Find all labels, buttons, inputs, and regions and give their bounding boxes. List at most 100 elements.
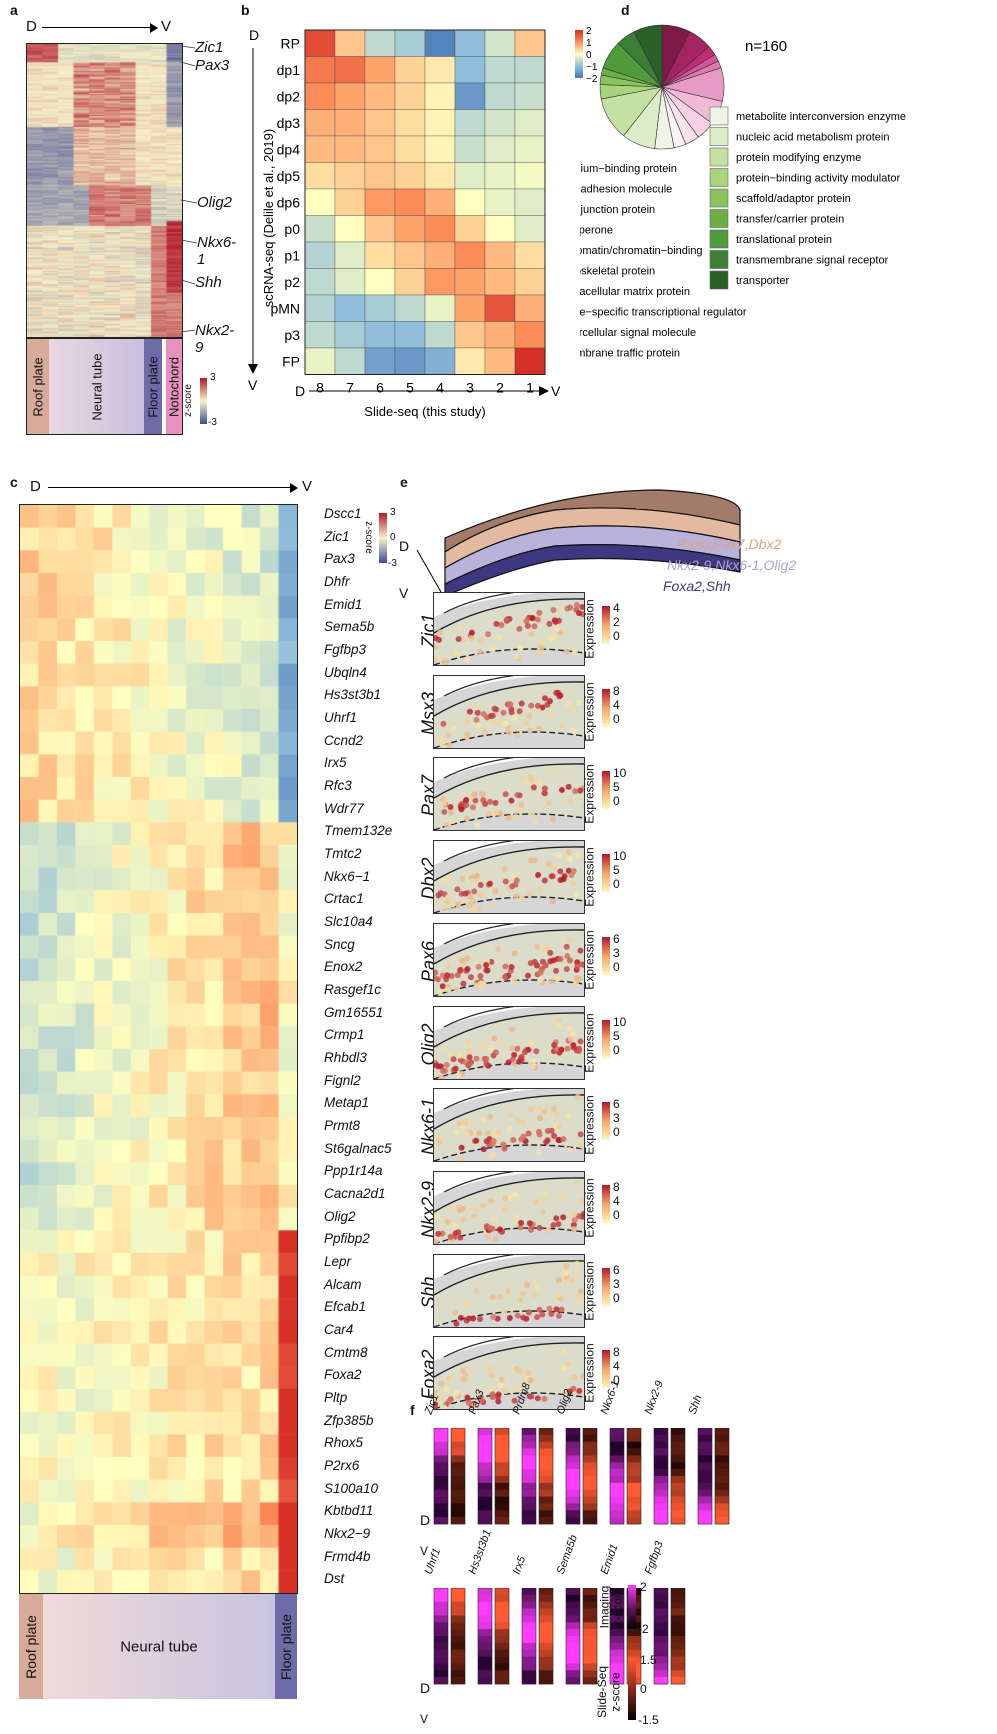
row-label: p3 xyxy=(284,327,300,343)
expression-row: Foxa2 8 4 0 Expression xyxy=(405,1336,997,1416)
heatmap-cell xyxy=(364,109,396,137)
colorbar-title: Expression xyxy=(582,847,597,907)
expression-row: Zic1 4 2 0 Expression xyxy=(405,592,997,672)
colorbar-tick: 4 xyxy=(613,1193,620,1208)
expression-colorbar xyxy=(602,1267,610,1306)
expression-row: Shh 6 3 0 Expression xyxy=(405,1253,997,1334)
y-axis-start: D xyxy=(249,27,259,43)
gene-label: Nkx2-9 xyxy=(195,322,235,356)
gene-label: Ubqln4 xyxy=(324,664,367,680)
row-label: dp4 xyxy=(277,141,301,157)
heatmap-cell xyxy=(394,321,426,349)
heatmap-cell xyxy=(364,215,396,243)
axis-arrow xyxy=(48,487,293,488)
legend-swatch xyxy=(709,270,729,290)
colorbar-tick: 4 xyxy=(613,697,620,712)
axis-start-label: D xyxy=(399,538,410,554)
heatmap-cell xyxy=(364,56,396,84)
heatmap-cell xyxy=(304,56,336,84)
legend-swatch xyxy=(709,250,729,269)
colorbar-tick: 6 xyxy=(613,931,620,946)
gene-label: Cacna2d1 xyxy=(324,1186,386,1201)
heatmap-cell xyxy=(514,215,546,243)
colorbar-tick: 8 xyxy=(613,683,620,698)
heatmap-cell xyxy=(454,241,486,269)
region-label: Roof plate xyxy=(23,1614,39,1679)
legend-label: protein−binding activity modulator xyxy=(736,173,901,185)
colorbar-title: Expression xyxy=(582,1095,597,1155)
gene-label: Lepr xyxy=(324,1254,352,1269)
gene-label: Efcab1 xyxy=(324,1299,367,1315)
expression-strip xyxy=(697,1428,730,1525)
colorbar-tick: 0 xyxy=(613,794,620,809)
col-label: 3 xyxy=(466,380,474,396)
panel-a: D V Zic1 Pax3 Olig2 Nkx6-1 Shh Nkx2-9 Ro… xyxy=(0,0,236,450)
colorbar-title: Expression xyxy=(582,1178,597,1238)
expression-strip xyxy=(653,1428,686,1525)
heatmap-cell xyxy=(364,82,396,110)
slideseq-colorbar xyxy=(628,1658,636,1720)
col-label: 6 xyxy=(376,380,384,396)
legend-swatch xyxy=(709,106,729,126)
schematic-label: Nkx2-9,Nkx6-1,Olig2 xyxy=(667,557,797,573)
axis-start-label: D xyxy=(420,1680,431,1696)
heatmap-cell xyxy=(394,347,426,375)
heatmap-cell xyxy=(304,82,336,110)
row-label: RP xyxy=(281,35,300,51)
gene-label: Olig2 xyxy=(324,1208,356,1224)
panel-f-bottom-row: Uhrf1 Hs3st3b1 Irx5 Sema5b Emid1 Fgfbp3 xyxy=(400,1528,997,1734)
pie-slice xyxy=(633,24,663,88)
heatmap-cell xyxy=(424,56,456,84)
arrow-head-icon xyxy=(539,386,549,396)
axis-start-label: D xyxy=(26,18,37,35)
heatmap-cell xyxy=(304,188,336,216)
colorbar-title: Slide-Seq xyxy=(595,1665,610,1719)
colorbar-max: 2 xyxy=(640,1580,647,1594)
row-label: dp5 xyxy=(277,168,301,184)
axis-arrow xyxy=(42,27,154,28)
region-roof-plate: Roof plate xyxy=(27,339,49,434)
neural-tube-schematic xyxy=(416,489,741,597)
gene-label: St6galnac5 xyxy=(324,1140,392,1156)
region-label: Floor plate xyxy=(145,355,161,418)
gene-label: Nkx2−9 xyxy=(324,1526,371,1541)
expression-strip xyxy=(653,1588,686,1685)
heatmap-cell xyxy=(304,109,336,137)
heatmap-cell xyxy=(514,109,546,137)
gene-label: Crtac1 xyxy=(324,891,364,907)
gene-label: Car4 xyxy=(324,1322,354,1337)
gene-label: Ppp1r14a xyxy=(324,1163,383,1179)
heatmap-cell xyxy=(454,294,486,322)
expression-colorbar xyxy=(602,1184,610,1223)
colorbar-tick: 0 xyxy=(613,1290,620,1305)
gene-label: Alcam xyxy=(324,1276,362,1292)
colorbar-min: -1.5 xyxy=(638,1713,659,1727)
zscore-colorbar xyxy=(200,378,207,424)
colorbar-tick: 0 xyxy=(613,629,620,643)
heatmap-cell xyxy=(454,29,486,57)
panel-f-top-row: Zic1 Pax3 Prdm8 Olig2 Nkx6-1 Nkx2-9 Shh xyxy=(400,1379,997,1560)
heatmap-cell xyxy=(454,347,486,375)
legend-label: transporter xyxy=(736,275,790,287)
row-label: dp1 xyxy=(277,62,301,78)
heatmap-cell xyxy=(394,162,426,190)
gene-label: Dhfr xyxy=(324,574,350,589)
gene-label: Gm16551 xyxy=(324,1004,384,1020)
heatmap-cell xyxy=(484,321,516,349)
heatmap-cell xyxy=(394,268,426,296)
colorbar-tick: 0 xyxy=(586,50,592,61)
heatmap-cell xyxy=(424,321,456,349)
gene-label: Olig2 xyxy=(197,194,233,211)
heatmap-cell xyxy=(394,188,426,216)
heatmap-cell xyxy=(394,294,426,322)
heatmap-cell xyxy=(484,29,516,57)
heatmap-cell xyxy=(514,162,546,190)
panel-d: n=160 calcium−binding protein cell adhesio… xyxy=(534,15,997,410)
heatmap-cell xyxy=(364,294,396,322)
expression-row: Dbx2 10 5 0 Expression xyxy=(405,840,997,920)
axis-end-label: V xyxy=(420,1712,429,1726)
row-label: pMN xyxy=(270,300,300,316)
expression-colorbar xyxy=(602,1350,610,1389)
heatmap-cell xyxy=(514,29,546,57)
gene-label: Prmt8 xyxy=(324,1118,361,1133)
